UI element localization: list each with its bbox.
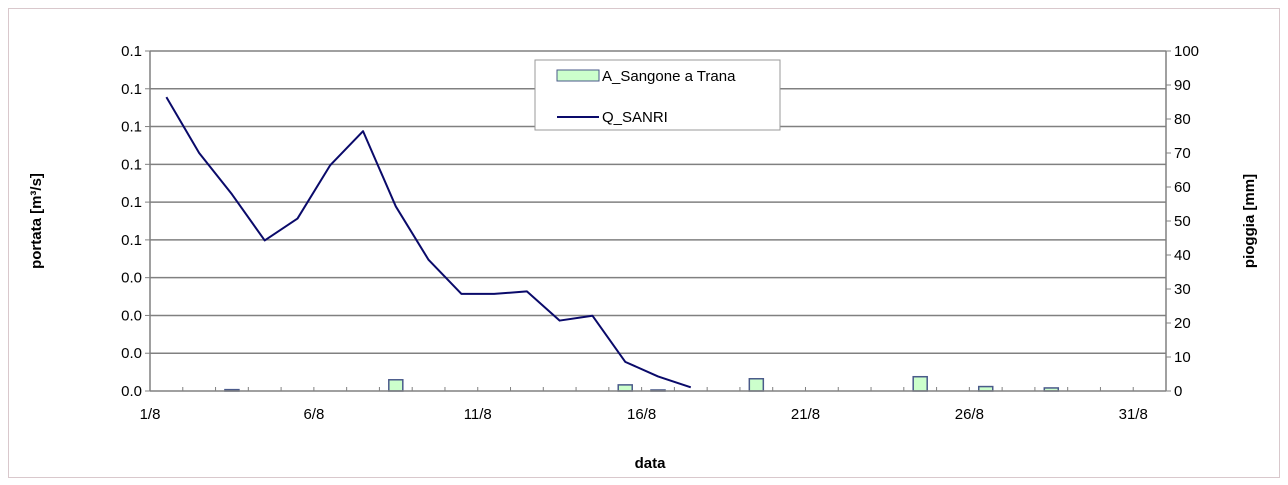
right-tick-label: 20	[1174, 315, 1191, 332]
left-tick-label: 0.1	[121, 232, 142, 249]
legend-label-line: Q_SANRI	[602, 109, 668, 126]
left-tick-label: 0.1	[121, 156, 142, 173]
legend-swatch-bar	[556, 69, 600, 82]
legend-label-bar: A_Sangone a Trana	[602, 68, 736, 85]
left-tick-label: 0.0	[121, 345, 142, 362]
legend: A_Sangone a Trana Q_SANRI	[534, 59, 781, 131]
left-tick-label: 0.1	[121, 81, 142, 98]
right-tick-label: 60	[1174, 179, 1191, 196]
left-tick-label: 0.0	[121, 307, 142, 324]
left-tick-label: 0.1	[121, 119, 142, 136]
left-tick-label: 0.1	[121, 194, 142, 211]
x-tick-label: 11/8	[464, 406, 492, 423]
axes	[145, 50, 1171, 392]
x-tick-label: 21/8	[791, 406, 820, 423]
right-tick-label: 40	[1174, 247, 1191, 264]
gridlines	[150, 50, 1166, 354]
discharge-line	[165, 96, 692, 389]
rain-bar	[912, 375, 928, 392]
x-tick-label: 16/8	[627, 406, 656, 423]
right-tick-label: 90	[1174, 77, 1191, 94]
right-tick-label: 30	[1174, 281, 1191, 298]
line-series	[165, 96, 692, 389]
right-tick-label: 0	[1174, 383, 1182, 400]
x-axis-title: data	[635, 455, 667, 472]
right-tick-label: 100	[1174, 43, 1199, 60]
right-tick-label: 50	[1174, 213, 1191, 230]
right-axis-title: pioggia [mm]	[1241, 174, 1258, 268]
left-tick-label: 0.1	[121, 43, 142, 60]
x-tick-label: 1/8	[140, 406, 161, 423]
left-tick-label: 0.0	[121, 383, 142, 400]
right-tick-label: 80	[1174, 111, 1191, 128]
x-tick-label: 6/8	[303, 406, 324, 423]
rain-bar	[748, 378, 765, 392]
left-tick-label: 0.0	[121, 270, 142, 287]
right-tick-label: 70	[1174, 145, 1191, 162]
right-tick-label: 10	[1174, 349, 1191, 366]
x-tick-label: 26/8	[955, 406, 984, 423]
x-tick-label: 31/8	[1119, 406, 1148, 423]
rain-bar	[388, 379, 404, 392]
tick-labels: 0.0 0.0 0.0 0.0 0.1 0.1 0.1 0.1 0.1 0.1 0 10 20 30 40 5…	[121, 43, 1199, 423]
rain-bar	[617, 384, 633, 392]
left-axis-title: portata [m³/s]	[28, 173, 45, 269]
